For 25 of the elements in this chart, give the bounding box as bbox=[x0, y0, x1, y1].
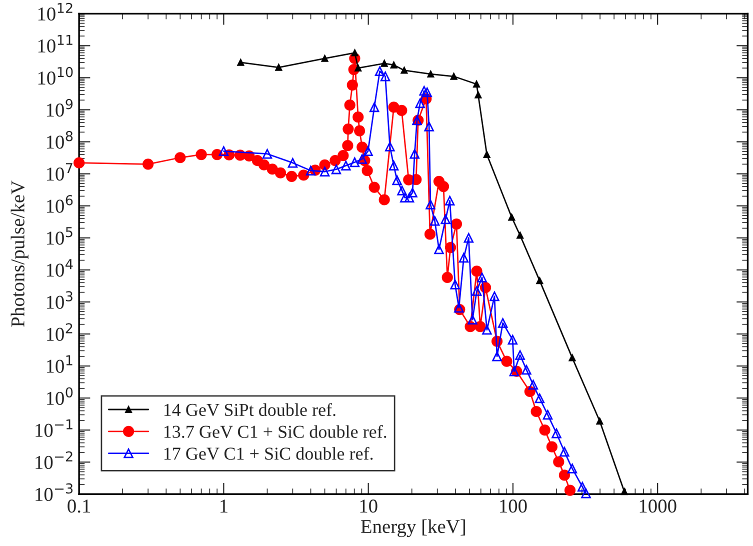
y-axis-title: Photons/pulse/keV bbox=[10, 180, 28, 327]
x-axis-title: Energy [keV] bbox=[360, 519, 465, 538]
legend-label: 17 GeV C1 + SiC double ref. bbox=[164, 446, 373, 460]
x-tick-label: 100 bbox=[500, 500, 527, 513]
y-tick-label: 10$^{3}$ bbox=[46, 291, 72, 309]
legend-label: 13.7 GeV C1 + SiC double ref. bbox=[164, 425, 386, 438]
y-tick-label: 10$^{4}$ bbox=[46, 259, 73, 277]
y-tick-label: 10$^{5}$ bbox=[46, 227, 72, 245]
x-tick-label: 0.1 bbox=[68, 500, 90, 513]
y-tick-label: 10$^{10}$ bbox=[38, 66, 73, 85]
y-tick-label: 10$^{−2}$ bbox=[36, 451, 72, 470]
y-tick-label: 10$^{6}$ bbox=[46, 195, 73, 213]
y-tick-label: 10$^{−1}$ bbox=[36, 419, 72, 437]
y-tick-label: 10$^{12}$ bbox=[38, 2, 72, 21]
y-tick-label: 10$^{2}$ bbox=[46, 323, 72, 341]
y-tick-label: 10$^{1}$ bbox=[46, 355, 72, 373]
y-tick-label: 10$^{8}$ bbox=[46, 130, 73, 149]
x-tick-label: 1 bbox=[220, 500, 228, 512]
y-tick-label: 10$^{11}$ bbox=[38, 34, 72, 53]
y-tick-label: 10$^{7}$ bbox=[46, 163, 72, 181]
y-tick-label: 10$^{9}$ bbox=[46, 98, 73, 117]
x-tick-label: 10 bbox=[360, 500, 378, 513]
x-tick-label: 1000 bbox=[640, 500, 676, 513]
y-tick-label: 10$^{0}$ bbox=[46, 387, 73, 405]
legend-label: 14 GeV SiPt double ref. bbox=[164, 403, 336, 416]
